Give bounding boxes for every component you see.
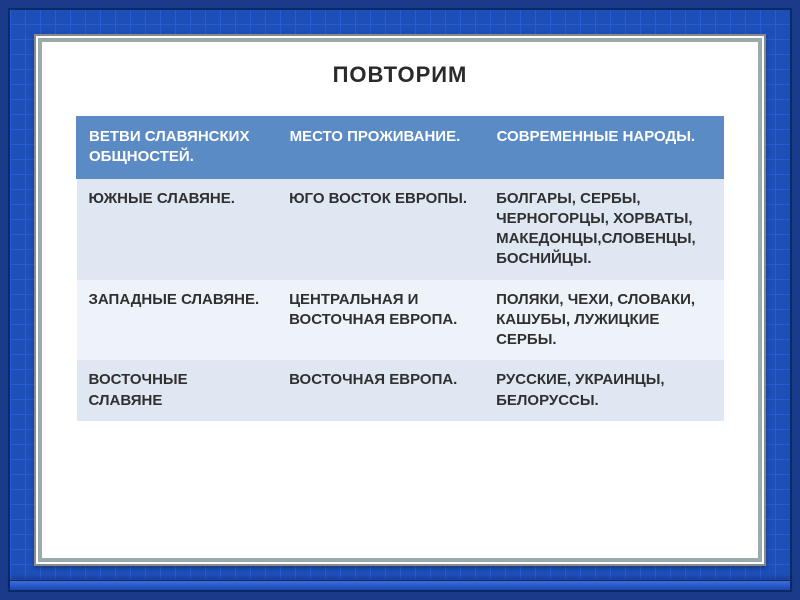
slide-panel: ПОВТОРИМ ВЕТВИ СЛАВЯНСКИХ ОБЩНОСТЕЙ. МЕС… <box>34 34 766 566</box>
cell-location: ЮГО ВОСТОК ЕВРОПЫ. <box>277 178 484 280</box>
col-header-branches: ВЕТВИ СЛАВЯНСКИХ ОБЩНОСТЕЙ. <box>77 117 278 179</box>
table-row: ЮЖНЫЕ СЛАВЯНЕ. ЮГО ВОСТОК ЕВРОПЫ. БОЛГАР… <box>77 178 724 280</box>
cell-location: ВОСТОЧНАЯ ЕВРОПА. <box>277 360 484 421</box>
slide-bottom-bar <box>10 580 790 590</box>
cell-peoples: БОЛГАРЫ, СЕРБЫ, ЧЕРНОГОРЦЫ, ХОРВАТЫ, МАК… <box>484 178 723 280</box>
slavic-branches-table: ВЕТВИ СЛАВЯНСКИХ ОБЩНОСТЕЙ. МЕСТО ПРОЖИВ… <box>76 116 724 421</box>
cell-peoples: ПОЛЯКИ, ЧЕХИ, СЛОВАКИ, КАШУБЫ, ЛУЖИЦКИЕ … <box>484 280 723 361</box>
cell-branch: ЗАПАДНЫЕ СЛАВЯНЕ. <box>77 280 278 361</box>
cell-branch: ЮЖНЫЕ СЛАВЯНЕ. <box>77 178 278 280</box>
cell-branch: ВОСТОЧНЫЕ СЛАВЯНЕ <box>77 360 278 421</box>
col-header-location: МЕСТО ПРОЖИВАНИЕ. <box>277 117 484 179</box>
cell-peoples: РУССКИЕ, УКРАИНЦЫ, БЕЛОРУССЫ. <box>484 360 723 421</box>
col-header-peoples: СОВРЕМЕННЫЕ НАРОДЫ. <box>484 117 723 179</box>
slide-border-grid: ПОВТОРИМ ВЕТВИ СЛАВЯНСКИХ ОБЩНОСТЕЙ. МЕС… <box>8 8 792 592</box>
table-header-row: ВЕТВИ СЛАВЯНСКИХ ОБЩНОСТЕЙ. МЕСТО ПРОЖИВ… <box>77 117 724 179</box>
table-row: ВОСТОЧНЫЕ СЛАВЯНЕ ВОСТОЧНАЯ ЕВРОПА. РУСС… <box>77 360 724 421</box>
page-title: ПОВТОРИМ <box>76 62 724 88</box>
cell-location: ЦЕНТРАЛЬНАЯ И ВОСТОЧНАЯ ЕВРОПА. <box>277 280 484 361</box>
table-row: ЗАПАДНЫЕ СЛАВЯНЕ. ЦЕНТРАЛЬНАЯ И ВОСТОЧНА… <box>77 280 724 361</box>
